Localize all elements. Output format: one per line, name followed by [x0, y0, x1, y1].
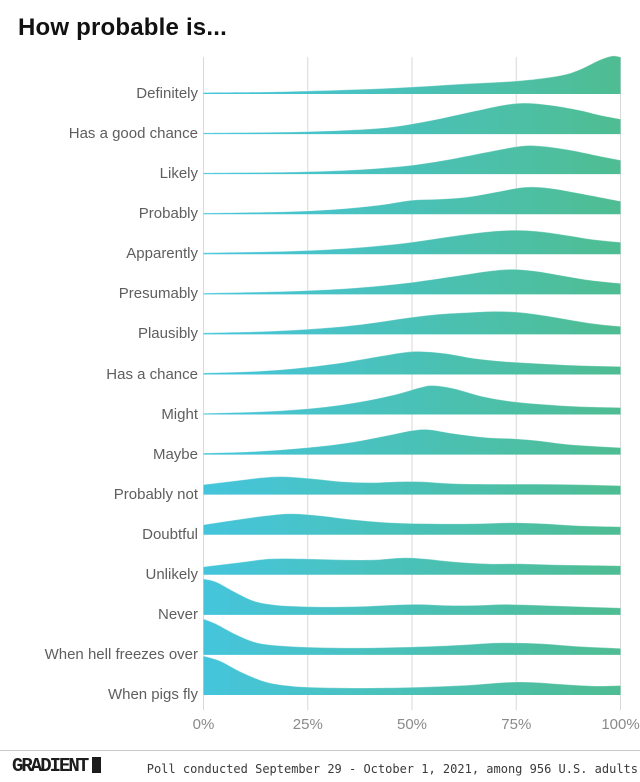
ridge-area	[203, 55, 621, 94]
category-label: Might	[161, 405, 198, 423]
brand-logo-text: GRADIENT	[12, 755, 89, 777]
category-label: Never	[157, 605, 198, 623]
ridge-outline	[203, 102, 621, 134]
ridge-outline	[203, 310, 621, 334]
x-tick-label: 100%	[601, 716, 640, 733]
ridgeline-chart	[203, 55, 621, 710]
ridge-outline	[203, 476, 621, 487]
ridge-area	[203, 230, 621, 255]
ridge-outline	[203, 145, 621, 174]
chart-title: How probable is...	[18, 14, 227, 41]
ridge-area	[203, 351, 621, 375]
category-label: When hell freezes over	[44, 645, 198, 663]
category-label: Has a good chance	[68, 125, 198, 143]
ridge-area	[203, 618, 621, 655]
ridge-area	[203, 269, 621, 295]
ridge-area	[203, 103, 621, 135]
category-label: Unlikely	[145, 565, 198, 583]
category-label: Apparently	[126, 245, 198, 263]
logo-block-icon	[92, 757, 102, 773]
ridge-outline	[203, 55, 621, 93]
ridge-outline	[203, 428, 621, 454]
category-label: Has a chance	[106, 365, 198, 383]
x-tick-label: 0%	[192, 716, 215, 733]
x-tick-label: 50%	[396, 716, 428, 733]
category-label: Likely	[159, 165, 198, 183]
ridge-outline	[203, 350, 621, 374]
ridge-area	[203, 476, 621, 495]
ridge-area	[203, 557, 621, 575]
ridge-outline	[203, 186, 621, 214]
ridge-area	[203, 311, 621, 335]
ridge-outline	[203, 385, 621, 414]
category-label: Presumably	[118, 285, 198, 303]
source-note: Poll conducted September 29 - October 1,…	[146, 762, 638, 776]
category-label: When pigs fly	[107, 686, 198, 703]
ridge-outline	[203, 655, 621, 689]
ridge-outline	[203, 268, 621, 294]
ridge-outline	[203, 618, 621, 649]
ridge-area	[203, 513, 621, 535]
category-label: Probably not	[113, 485, 198, 503]
ridge-area	[203, 186, 621, 215]
x-tick-label: 25%	[292, 716, 323, 733]
ridge-area	[203, 145, 621, 175]
ridge-area	[203, 429, 621, 455]
ridge-outline	[203, 229, 621, 254]
category-label: Maybe	[152, 445, 198, 463]
footer-divider	[0, 750, 640, 751]
category-label: Probably	[138, 205, 198, 223]
category-label: Definitely	[136, 85, 198, 102]
brand-logo: GRADIENT	[12, 755, 102, 777]
ridge-area	[203, 385, 621, 415]
ridge-outline	[203, 513, 621, 528]
category-label: Doubtful	[142, 525, 198, 543]
ridge-outline	[203, 557, 621, 568]
category-label: Plausibly	[137, 325, 198, 343]
ridge-area	[203, 656, 621, 695]
ridge-area	[203, 578, 621, 615]
ridge-outline	[203, 578, 621, 609]
x-tick-label: 75%	[501, 716, 532, 733]
